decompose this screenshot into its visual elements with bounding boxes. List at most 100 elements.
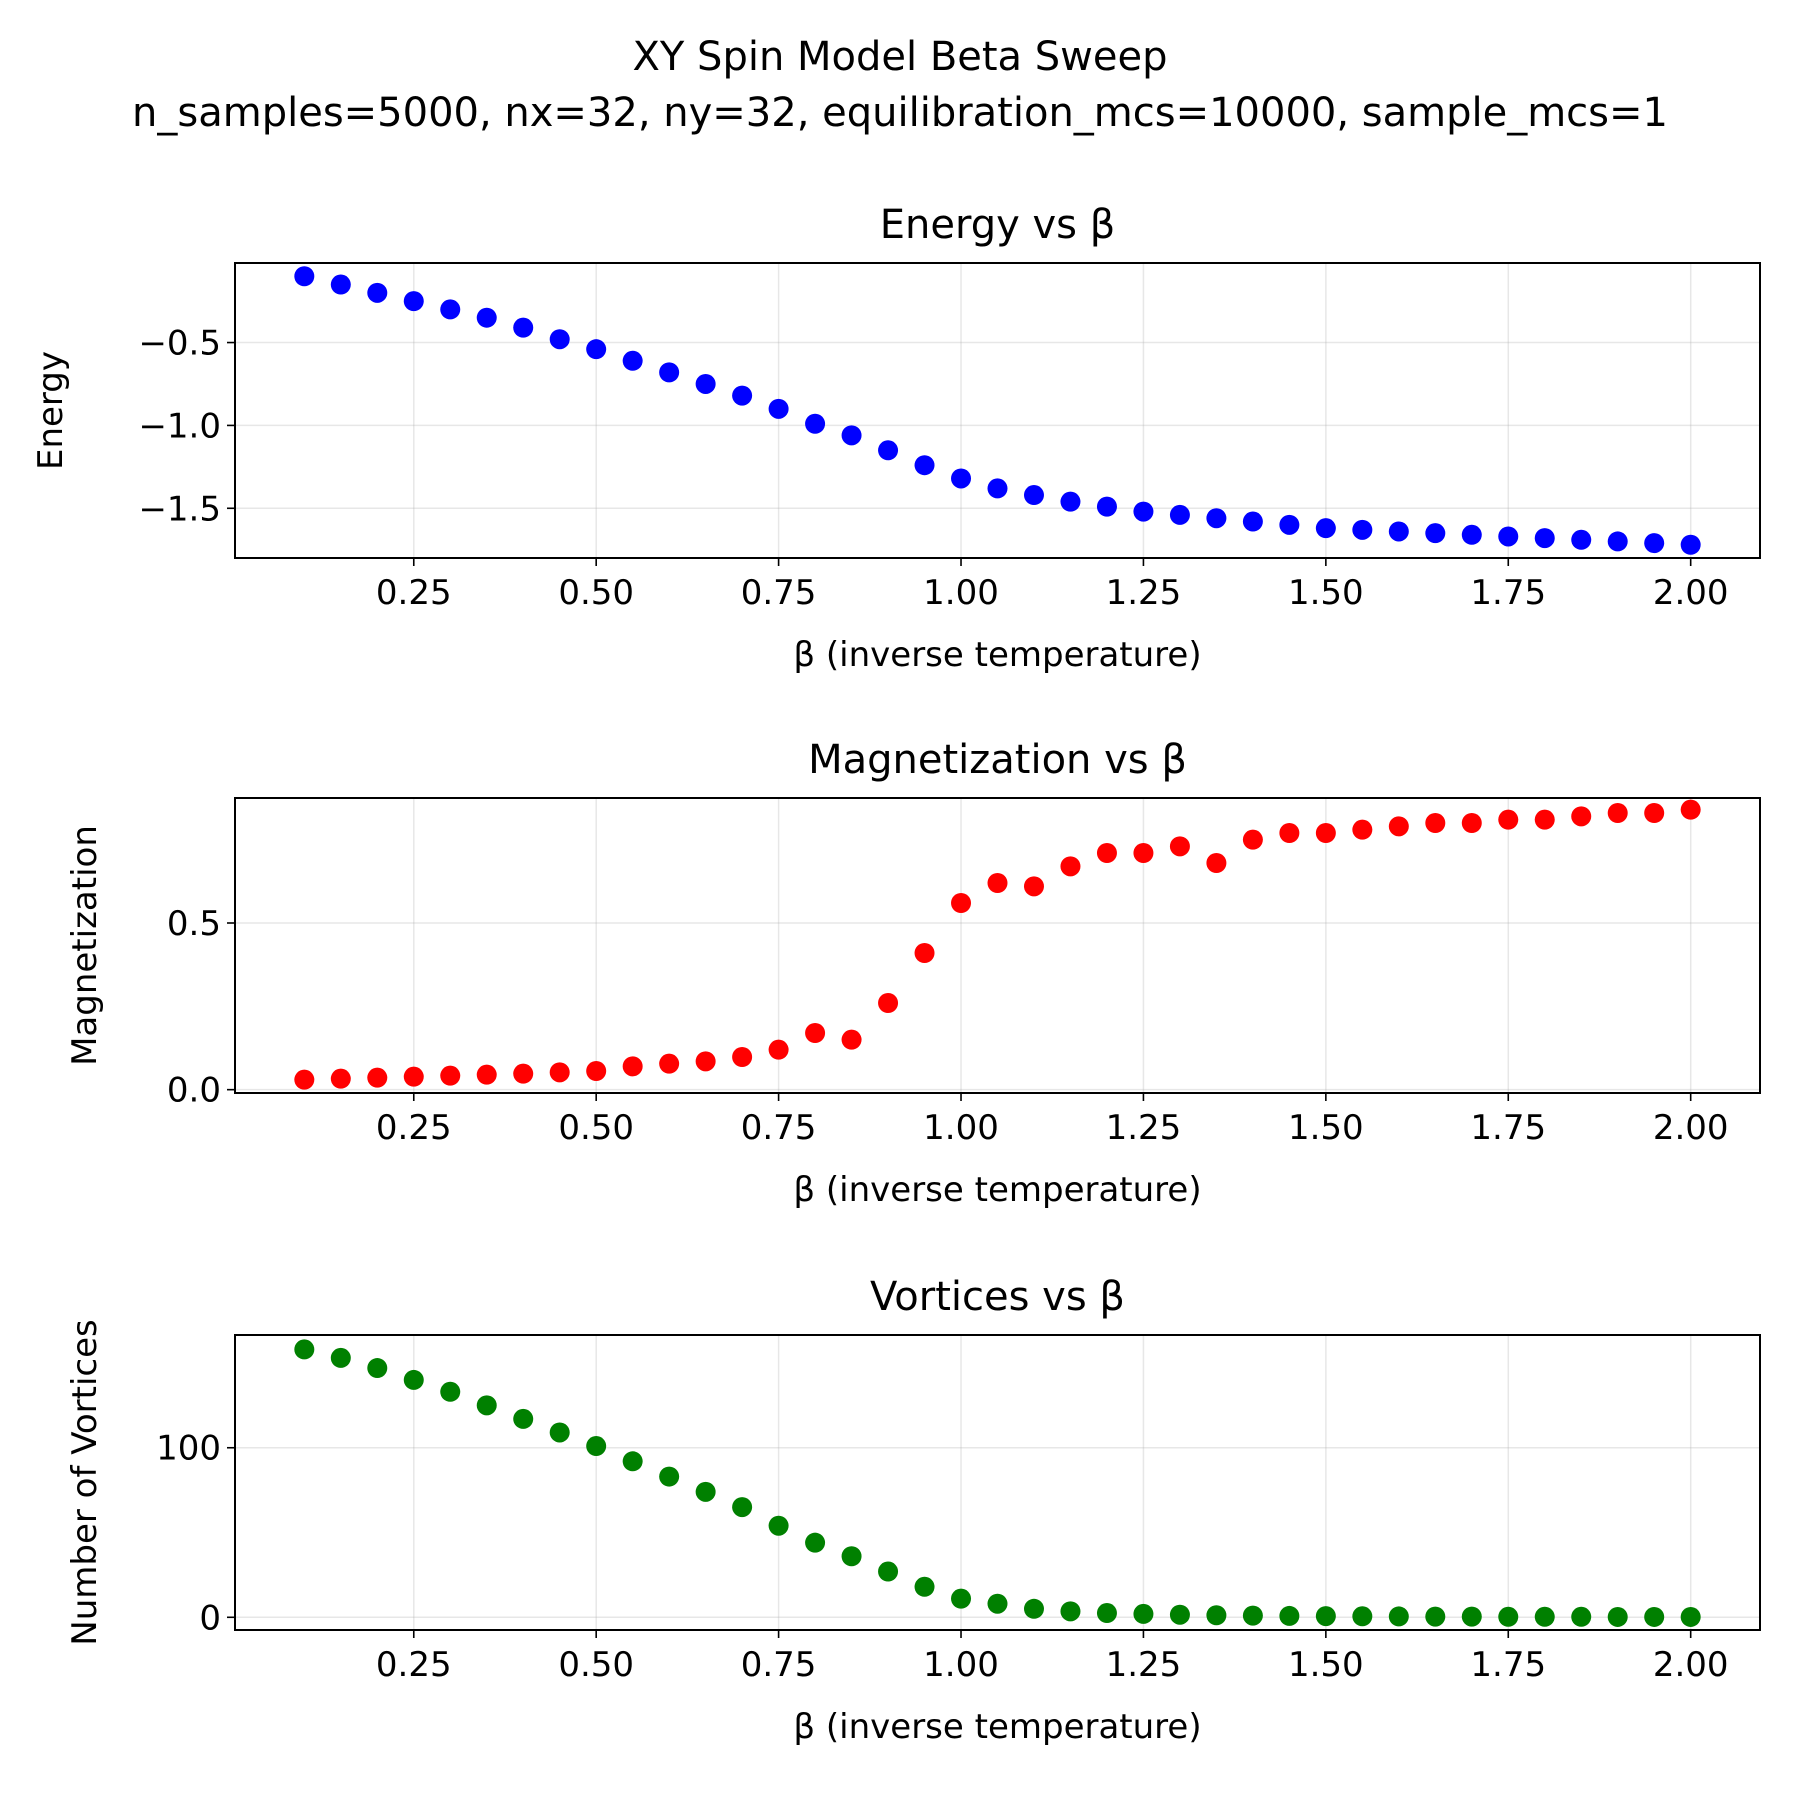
energy-ytick-label: −1.0 (138, 406, 221, 446)
magnetization-point (1680, 799, 1701, 820)
energy-point (805, 413, 826, 434)
vortices-point (1133, 1603, 1154, 1624)
energy-point (1279, 514, 1300, 535)
magnetization-point (1644, 803, 1665, 823)
energy-point (1534, 528, 1555, 549)
vortices-point (987, 1593, 1008, 1614)
vortices-point (1279, 1605, 1300, 1626)
magnetization-axes-frame (234, 797, 1761, 1094)
magnetization-point (549, 1062, 570, 1083)
magnetization-point (1425, 813, 1446, 833)
energy-point (440, 299, 461, 320)
vortices-xtick-label: 1.75 (1470, 1645, 1546, 1685)
energy-point (1315, 518, 1336, 539)
vortices-point (1680, 1606, 1701, 1627)
energy-point (1352, 519, 1373, 540)
energy-point (1607, 531, 1628, 552)
energy-point (403, 291, 424, 312)
vortices-point (951, 1588, 972, 1609)
vortices-point (659, 1466, 680, 1487)
energy-xtick-label: 1.75 (1470, 573, 1546, 613)
energy-point (1425, 523, 1446, 544)
vortices-point (1023, 1598, 1044, 1619)
magnetization-point (294, 1069, 315, 1090)
vortices-point (1534, 1606, 1555, 1627)
energy-point (1206, 508, 1227, 529)
energy-xtick-label: 2.00 (1653, 573, 1729, 613)
energy-point (1644, 533, 1665, 554)
energy-xtick-label: 0.25 (376, 573, 452, 613)
vortices-subplot-title: Vortices vs β (870, 1274, 1125, 1320)
vortices-ytick-label: 100 (156, 1429, 221, 1469)
magnetization-point (841, 1029, 862, 1050)
magnetization-point (878, 993, 899, 1013)
magnetization-point (1242, 829, 1263, 850)
magnetization-xtick-label: 0.25 (376, 1108, 452, 1148)
vortices-point (549, 1422, 570, 1443)
vortices-point (1352, 1606, 1373, 1627)
energy-point (586, 339, 607, 360)
energy-xtick-label: 1.25 (1106, 573, 1182, 613)
energy-point (695, 373, 716, 394)
magnetization-point (330, 1068, 351, 1089)
vortices-point (768, 1515, 789, 1536)
energy-point (1461, 524, 1482, 545)
vortices-xtick-label: 1.25 (1106, 1645, 1182, 1685)
vortices-xtick-label: 2.00 (1653, 1645, 1729, 1685)
energy-point (367, 282, 388, 303)
energy-point (878, 440, 899, 461)
energy-point (768, 398, 789, 419)
vortices-point (1060, 1601, 1081, 1622)
vortices-point (330, 1347, 351, 1368)
energy-point (951, 468, 972, 489)
magnetization-xtick-label: 1.50 (1288, 1108, 1364, 1148)
vortices-point (1498, 1606, 1519, 1627)
magnetization-point (659, 1053, 680, 1074)
magnetization-point (1534, 809, 1555, 830)
energy-xtick-label: 1.50 (1288, 573, 1364, 613)
energy-xtick-label: 0.50 (558, 573, 634, 613)
energy-point (476, 307, 497, 328)
vortices-point (476, 1395, 497, 1416)
energy-point (659, 362, 680, 383)
energy-point (1388, 521, 1409, 542)
figure-title-line2: n_samples=5000, nx=32, ny=32, equilibrat… (132, 90, 1668, 136)
vortices-point (805, 1532, 826, 1553)
magnetization-point (1169, 836, 1190, 857)
magnetization-subplot-title: Magnetization vs β (808, 737, 1187, 783)
magnetization-point (1388, 816, 1409, 837)
vortices-ytick-label: 0 (199, 1598, 221, 1638)
energy-point (1060, 491, 1081, 512)
vortices-point (1607, 1606, 1628, 1627)
vortices-point (1571, 1606, 1592, 1627)
magnetization-point (1060, 856, 1081, 877)
magnetization-point (622, 1056, 643, 1077)
magnetization-point (1279, 823, 1300, 843)
vortices-point (403, 1369, 424, 1390)
energy-point (1571, 529, 1592, 550)
energy-ytick-label: −0.5 (138, 324, 221, 364)
magnetization-xtick-label: 1.75 (1470, 1108, 1546, 1148)
magnetization-point (1023, 876, 1044, 897)
magnetization-point (513, 1063, 534, 1084)
magnetization-point (987, 873, 1008, 893)
magnetization-point (1498, 809, 1519, 830)
magnetization-point (951, 893, 972, 913)
magnetization-point (1461, 813, 1482, 833)
magnetization-point (1133, 843, 1154, 863)
vortices-point (294, 1339, 315, 1360)
energy-x-axis-label: β (inverse temperature) (793, 635, 1201, 675)
magnetization-point (768, 1039, 789, 1060)
magnetization-point (403, 1066, 424, 1087)
energy-point (732, 385, 753, 406)
magnetization-point (1315, 823, 1336, 843)
energy-y-axis-label: Energy (31, 351, 71, 470)
vortices-point (1096, 1603, 1117, 1624)
energy-point (330, 274, 351, 295)
vortices-point (586, 1436, 607, 1457)
energy-point (1680, 534, 1701, 555)
magnetization-point (1571, 806, 1592, 827)
magnetization-y-axis-label: Magnetization (65, 825, 105, 1066)
magnetization-point (732, 1047, 753, 1067)
